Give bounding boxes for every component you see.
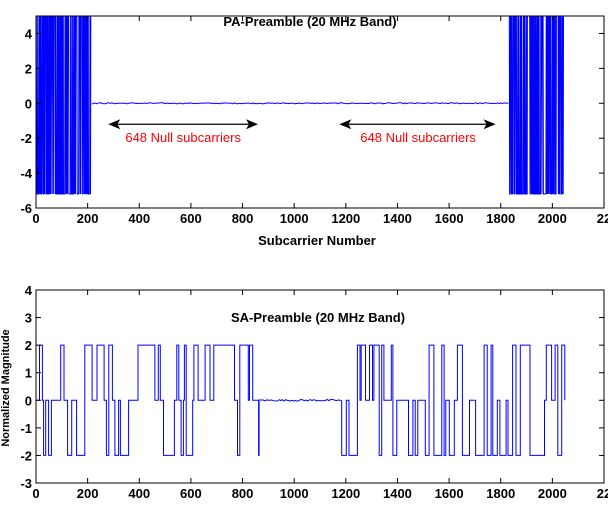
pa-preamble-axes: 0 200 400 600 800 1000 1200 1400 1600 1800 2000 22 -… xyxy=(20,15,608,226)
series-line-null xyxy=(259,398,342,402)
x-tick-label: 22 xyxy=(597,211,608,226)
x-tick-label: 1000 xyxy=(280,486,309,501)
x-tick-label: 1000 xyxy=(280,211,309,226)
annotation-arrowhead-right xyxy=(246,119,259,130)
series-line-active-0 xyxy=(36,16,92,195)
y-tick-label: 3 xyxy=(25,311,32,326)
pa-preamble-xlabel: Subcarrier Number xyxy=(258,233,376,248)
x-tick-label: 1400 xyxy=(383,486,412,501)
y-tick-label: 0 xyxy=(25,393,32,408)
sa-preamble-title: SA-Preamble (20 MHz Band) xyxy=(231,310,405,325)
y-tick-label: -2 xyxy=(20,448,32,463)
x-tick-label: 800 xyxy=(232,486,254,501)
sa-preamble-series xyxy=(36,344,566,456)
annotation-arrowhead-right xyxy=(483,119,496,130)
sa-preamble-chart: 0 200 400 600 800 1000 1200 1400 1600 1800 2000 22 -… xyxy=(0,283,608,501)
y-tick-label: -1 xyxy=(20,421,32,436)
x-tick-label: 200 xyxy=(77,211,99,226)
annotation-arrowhead-left xyxy=(108,119,121,130)
sa-preamble-axes: 0 200 400 600 800 1000 1200 1400 1600 1800 2000 22 -… xyxy=(20,283,608,501)
x-tick-label: 1600 xyxy=(435,211,464,226)
y-tick-label: 2 xyxy=(25,338,32,353)
x-tick-label: 0 xyxy=(32,211,39,226)
annotation-arrowhead-left xyxy=(339,119,352,130)
x-tick-label: 0 xyxy=(32,486,39,501)
y-tick-label: -3 xyxy=(20,476,32,491)
x-tick-label: 22 xyxy=(597,486,608,501)
x-tick-label: 1800 xyxy=(486,486,515,501)
y-tick-label: 1 xyxy=(25,366,32,381)
y-tick-label: -4 xyxy=(20,166,32,181)
y-tick-label: 4 xyxy=(25,26,33,41)
series-line-active-1 xyxy=(341,344,566,456)
x-tick-label: 2000 xyxy=(538,486,567,501)
x-tick-label: 1800 xyxy=(486,211,515,226)
plot-frame xyxy=(35,289,605,484)
pa-preamble-chart: 0 200 400 600 800 1000 1200 1400 1600 1800 2000 22 -… xyxy=(20,14,608,248)
series-line-active-0 xyxy=(36,344,260,456)
x-tick-label: 1200 xyxy=(331,211,360,226)
y-tick-label: 0 xyxy=(25,96,32,111)
pa-preamble-annotations: 648 Null subcarriers 648 Null subcarriers xyxy=(108,119,496,145)
annotation-label: 648 Null subcarriers xyxy=(125,130,241,145)
y-tick-label: 4 xyxy=(25,283,33,298)
x-tick-label: 800 xyxy=(232,211,254,226)
x-tick-label: 2000 xyxy=(538,211,567,226)
y-tick-label: 2 xyxy=(25,61,32,76)
series-line-null xyxy=(91,102,509,105)
x-tick-label: 1600 xyxy=(435,486,464,501)
sa-preamble-ylabel: Normalized Magnitude xyxy=(0,329,12,446)
plot-frame xyxy=(35,15,605,209)
pa-preamble-title: PA-Preamble (20 MHz Band) xyxy=(223,14,396,29)
pa-preamble-series xyxy=(36,16,565,195)
y-tick-label: -2 xyxy=(20,131,32,146)
y-tick-label: -6 xyxy=(20,201,32,216)
x-tick-label: 1200 xyxy=(331,486,360,501)
x-tick-label: 200 xyxy=(77,486,99,501)
x-tick-label: 600 xyxy=(180,211,202,226)
x-tick-label: 400 xyxy=(128,211,150,226)
annotation-label: 648 Null subcarriers xyxy=(360,130,476,145)
x-tick-label: 600 xyxy=(180,486,202,501)
x-tick-label: 1400 xyxy=(383,211,412,226)
x-tick-label: 400 xyxy=(128,486,150,501)
series-line-active-1 xyxy=(508,16,565,195)
